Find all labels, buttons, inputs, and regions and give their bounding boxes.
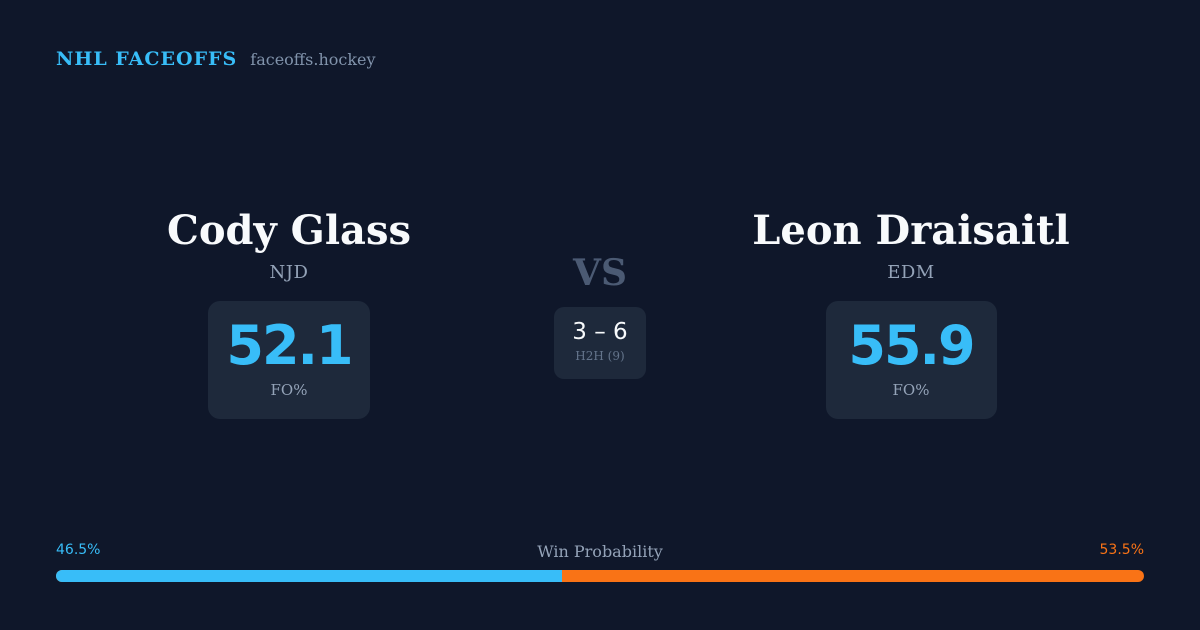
h2h-label: H2H (9): [575, 349, 625, 363]
player-right-fo-label: FO%: [892, 381, 930, 399]
win-probability-title: Win Probability: [537, 542, 663, 561]
h2h-box: 3 – 6 H2H (9): [554, 307, 646, 379]
win-probability-right-label: 53.5%: [1099, 542, 1144, 558]
win-probability: 46.5% Win Probability 53.5%: [56, 542, 1144, 582]
player-left-fo-label: FO%: [270, 381, 308, 399]
win-probability-labels: 46.5% Win Probability 53.5%: [56, 542, 1144, 564]
player-left-team: NJD: [269, 262, 309, 283]
vs-text: VS: [573, 252, 627, 294]
player-right-team: EDM: [887, 262, 935, 283]
player-left-stat-box: 52.1 FO%: [208, 301, 370, 419]
player-right-stat-box: 55.9 FO%: [825, 301, 997, 419]
player-right-name: Leon Draisaitl: [752, 207, 1070, 254]
player-right-fo-value: 55.9: [848, 314, 975, 377]
player-left-fo-value: 52.1: [226, 314, 353, 377]
player-right: Leon Draisaitl EDM 55.9 FO%: [701, 205, 1121, 419]
win-probability-left-label: 46.5%: [56, 542, 101, 558]
player-left: Cody Glass NJD 52.1 FO%: [79, 205, 499, 419]
brand-header: NHL FACEOFFS faceoffs.hockey: [56, 48, 376, 70]
brand-domain: faceoffs.hockey: [250, 50, 376, 69]
win-probability-bar: [56, 570, 1144, 582]
win-probability-left-fill: [56, 570, 562, 582]
h2h-score: 3 – 6: [572, 319, 628, 345]
versus-block: VS 3 – 6 H2H (9): [500, 250, 700, 379]
player-left-name: Cody Glass: [167, 207, 411, 254]
brand-name: NHL FACEOFFS: [56, 48, 238, 70]
